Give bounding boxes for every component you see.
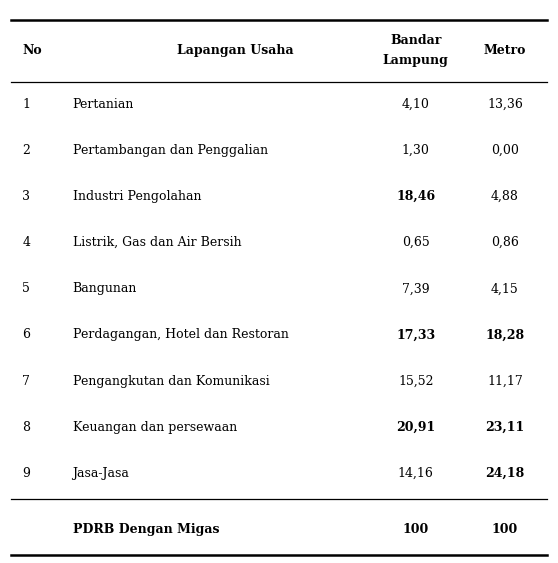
Text: Jasa-Jasa: Jasa-Jasa <box>73 467 129 480</box>
Text: 23,11: 23,11 <box>485 421 525 434</box>
Text: Lampung: Lampung <box>383 54 449 68</box>
Text: 0,00: 0,00 <box>491 144 519 157</box>
Text: PDRB Dengan Migas: PDRB Dengan Migas <box>73 524 219 537</box>
Text: No: No <box>22 44 42 57</box>
Text: Lapangan Usaha: Lapangan Usaha <box>177 44 294 57</box>
Text: 7: 7 <box>22 374 30 388</box>
Text: 4: 4 <box>22 236 30 249</box>
Text: Bandar: Bandar <box>390 34 441 47</box>
Text: 9: 9 <box>22 467 30 480</box>
Text: 20,91: 20,91 <box>396 421 435 434</box>
Text: Pertambangan dan Penggalian: Pertambangan dan Penggalian <box>73 144 268 157</box>
Text: 100: 100 <box>492 524 518 537</box>
Text: 3: 3 <box>22 190 30 203</box>
Text: Listrik, Gas dan Air Bersih: Listrik, Gas dan Air Bersih <box>73 236 241 249</box>
Text: 18,46: 18,46 <box>396 190 435 203</box>
Text: 13,36: 13,36 <box>487 97 523 111</box>
Text: 8: 8 <box>22 421 30 434</box>
Text: Bangunan: Bangunan <box>73 282 137 296</box>
Text: 100: 100 <box>402 524 429 537</box>
Text: Perdagangan, Hotel dan Restoran: Perdagangan, Hotel dan Restoran <box>73 328 288 342</box>
Text: 4,15: 4,15 <box>491 282 519 296</box>
Text: 4,10: 4,10 <box>402 97 430 111</box>
Text: 4,88: 4,88 <box>491 190 519 203</box>
Text: 7,39: 7,39 <box>402 282 430 296</box>
Text: Metro: Metro <box>484 44 526 57</box>
Text: Industri Pengolahan: Industri Pengolahan <box>73 190 201 203</box>
Text: 1: 1 <box>22 97 30 111</box>
Text: Keuangan dan persewaan: Keuangan dan persewaan <box>73 421 237 434</box>
Text: 11,17: 11,17 <box>487 374 523 388</box>
Text: 1,30: 1,30 <box>402 144 430 157</box>
Text: Pengangkutan dan Komunikasi: Pengangkutan dan Komunikasi <box>73 374 270 388</box>
Text: Pertanian: Pertanian <box>73 97 134 111</box>
Text: 24,18: 24,18 <box>485 467 525 480</box>
Text: 15,52: 15,52 <box>398 374 434 388</box>
Text: 2: 2 <box>22 144 30 157</box>
Text: 18,28: 18,28 <box>485 328 525 342</box>
Text: 17,33: 17,33 <box>396 328 435 342</box>
Text: 14,16: 14,16 <box>398 467 434 480</box>
Text: 6: 6 <box>22 328 30 342</box>
Text: 5: 5 <box>22 282 30 296</box>
Text: 0,86: 0,86 <box>491 236 519 249</box>
Text: 0,65: 0,65 <box>402 236 430 249</box>
